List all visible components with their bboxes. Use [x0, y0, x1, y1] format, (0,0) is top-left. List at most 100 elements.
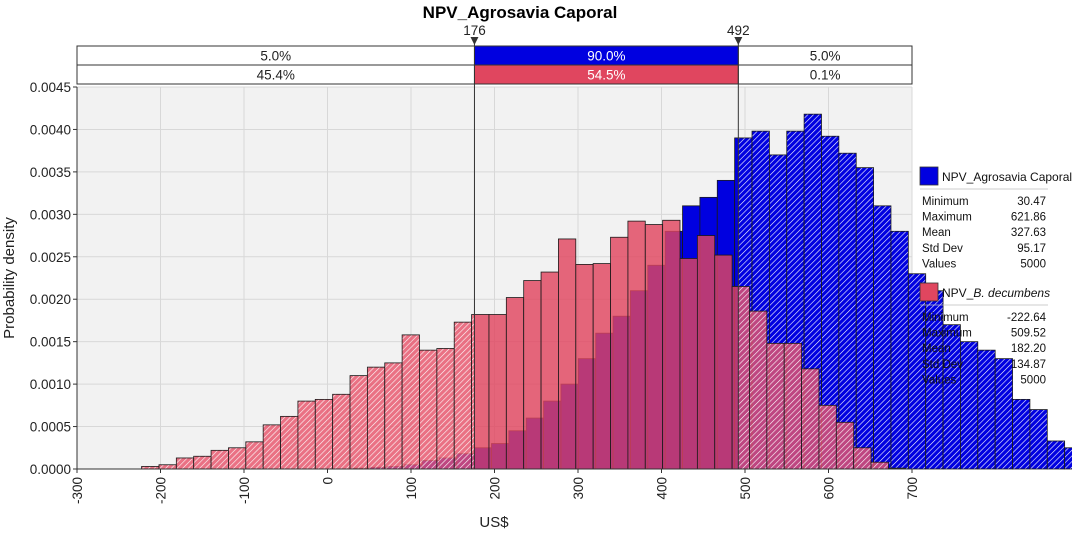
bar-decumbens: [541, 272, 559, 469]
bar-decumbens: [818, 405, 837, 469]
y-tick-label: 0.0035: [30, 165, 71, 180]
bar-agrosavia-outline: [1029, 409, 1048, 470]
bar-agrosavia: [995, 358, 1013, 469]
series-decumbens-bars: [141, 219, 907, 470]
bar-decumbens: [714, 255, 733, 469]
bar-decumbens: [454, 322, 472, 469]
bar-agrosavia: [943, 324, 961, 469]
y-tick-label: 0.0005: [30, 420, 71, 435]
legend-name: NPV_Agrosavia Caporal: [942, 170, 1072, 184]
bar-decumbens: [575, 264, 594, 469]
legend-name-italic: B. decumbens: [973, 286, 1050, 300]
stat-value: 182.20: [1011, 343, 1046, 355]
bar-agrosavia: [890, 231, 909, 469]
bar-decumbens: [523, 280, 542, 469]
legend: NPV_Agrosavia Caporal Minimum 30.47 Maximum…: [919, 166, 1072, 386]
marker-label-right: 492: [727, 23, 750, 38]
chart-title: NPV_Agrosavia Caporal: [423, 3, 618, 22]
bar-decumbens: [193, 456, 212, 469]
stat-value: 621.86: [1011, 212, 1046, 224]
bar-decumbens: [158, 464, 177, 469]
bar-decumbens: [732, 286, 739, 469]
stat-label: Values: [922, 258, 957, 270]
bar-decumbens: [784, 343, 802, 469]
bar-decumbens: [558, 238, 576, 469]
x-tick-label: 200: [488, 477, 503, 500]
bar-decumbens: [263, 424, 281, 469]
stat-value: 95.17: [1017, 243, 1046, 255]
bar-decumbens: [749, 311, 767, 469]
x-tick-label: 300: [571, 477, 586, 500]
band-left-label: 45.4%: [257, 68, 295, 83]
marker-triangle-left: [470, 37, 479, 45]
bar-agrosavia-outline: [1064, 447, 1072, 470]
bar-decumbens: [853, 447, 872, 469]
x-tick-label: 400: [655, 477, 670, 500]
y-tick-label: 0.0010: [30, 377, 71, 392]
bar-decumbens: [610, 237, 628, 469]
bar-decumbens: [402, 334, 420, 469]
stat-value: 509.52: [1011, 328, 1046, 340]
bar-decumbens: [801, 368, 819, 469]
stat-label: Mean: [922, 227, 951, 239]
bar-agrosavia: [821, 136, 839, 470]
bar-agrosavia: [908, 273, 926, 469]
y-tick-label: 0.0045: [30, 80, 71, 95]
bar-agrosavia: [1047, 440, 1065, 469]
bar-decumbens: [367, 367, 385, 469]
stat-label: Std Dev: [922, 243, 963, 255]
x-tick-label: 500: [738, 477, 753, 500]
stat-value: 5000: [1020, 258, 1046, 270]
bar-agrosavia: [856, 167, 874, 469]
bar-decumbens: [350, 375, 368, 469]
stat-value: 327.63: [1011, 227, 1046, 239]
y-tick-label: 0.0000: [30, 462, 71, 477]
bar-decumbens: [836, 422, 854, 469]
axes: 0.0000 0.0005 0.0010 0.0015 0.0020 0.0025 0.00…: [30, 80, 920, 504]
percentile-markers: 176 492: [463, 23, 750, 469]
y-tick-label: 0.0030: [30, 207, 71, 222]
legend-swatch-2: [919, 282, 939, 302]
bar-decumbens: [176, 457, 194, 469]
bar-decumbens: [871, 462, 889, 469]
x-tick-label: 0: [321, 477, 336, 485]
stat-value: 5000: [1020, 374, 1046, 386]
bar-agrosavia: [1064, 447, 1072, 469]
bar-agrosavia: [960, 341, 978, 469]
x-tick-label: -100: [237, 477, 252, 504]
x-tick-label: 600: [822, 477, 837, 500]
stat-label: Mean: [922, 343, 951, 355]
stat-label: Values: [922, 374, 957, 386]
bar-decumbens: [315, 399, 333, 469]
stat-value: 30.47: [1017, 196, 1046, 208]
bar-agrosavia: [1012, 399, 1030, 469]
bar-decumbens: [738, 286, 750, 469]
bar-decumbens: [627, 221, 646, 469]
y-tick-label: 0.0025: [30, 250, 71, 265]
bar-decumbens: [419, 350, 437, 469]
stat-label: Minimum: [922, 196, 969, 208]
bar-decumbens: [280, 416, 298, 469]
stat-label: Minimum: [922, 312, 969, 324]
band-right-label: 0.1%: [810, 68, 841, 83]
bar-agrosavia: [977, 350, 996, 469]
stat-label: Maximum: [922, 328, 972, 340]
bar-decumbens: [474, 314, 489, 469]
y-tick-label: 0.0040: [30, 122, 71, 137]
band-right-label: 5.0%: [810, 49, 841, 64]
stat-value: 134.87: [1011, 359, 1046, 371]
bar-agrosavia: [925, 290, 944, 469]
x-tick-label: -200: [154, 477, 169, 504]
bar-agrosavia: [1029, 409, 1048, 469]
bar-decumbens: [297, 401, 316, 469]
stat-label: Maximum: [922, 212, 972, 224]
bar-decumbens: [662, 220, 681, 469]
bar-decumbens: [506, 297, 524, 469]
y-axis-label: Probability density: [1, 217, 18, 339]
legend-name: NPV_B. decumbens: [942, 286, 1050, 300]
bar-agrosavia: [873, 205, 891, 469]
stat-label: Std Dev: [922, 359, 963, 371]
bar-decumbens: [332, 394, 351, 469]
marker-label-left: 176: [463, 23, 486, 38]
